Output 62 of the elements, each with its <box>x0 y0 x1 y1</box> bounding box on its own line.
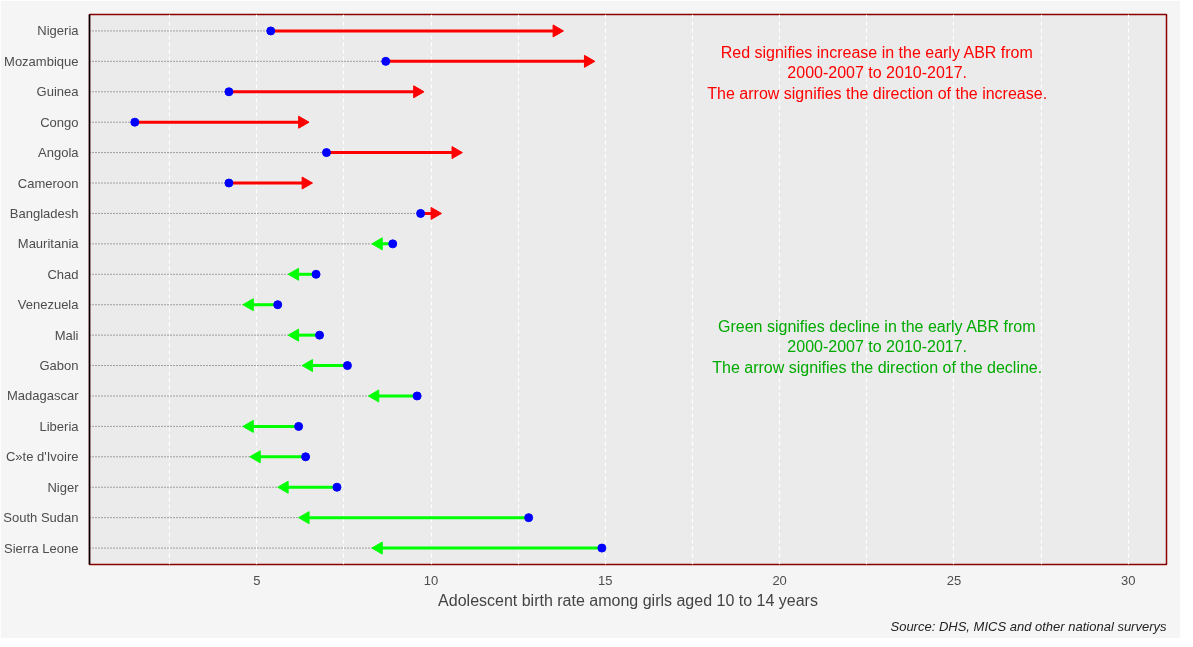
y-tick-label: Bangladesh <box>9 205 79 221</box>
point <box>242 298 254 312</box>
point <box>583 54 596 68</box>
x-tick-label: 20 <box>772 572 787 588</box>
point <box>412 391 422 401</box>
x-tick-label: 15 <box>598 572 613 588</box>
point <box>413 85 425 99</box>
point <box>371 541 383 555</box>
point <box>371 237 383 251</box>
x-axis-title: Adolescent birth rate among girls aged 10 to 14 years <box>438 591 818 609</box>
point <box>451 146 463 160</box>
y-tick-label: Liberia <box>39 418 80 434</box>
point <box>249 450 261 464</box>
y-tick-label: Madagascar <box>6 388 80 404</box>
y-tick-label: Mauritania <box>17 236 80 252</box>
point <box>224 87 234 97</box>
y-tick-label: Mali <box>54 327 79 343</box>
point <box>322 148 332 158</box>
y-tick-label: C»te d'Ivoire <box>5 449 79 465</box>
x-tick-label: 25 <box>946 572 962 588</box>
point <box>342 361 352 371</box>
point <box>294 421 304 431</box>
y-tick-label: Mozambique <box>4 53 79 69</box>
y-tick-label: Guinea <box>36 84 80 100</box>
annotation: Green signifies decline in the early ABR from 2000-2007 to 2010-2017. The arrow signifies the direction of the decline. <box>712 317 1043 376</box>
y-tick-label: Sierra Leone <box>4 540 79 556</box>
source-note: Source: DHS, MICS and other national surverys <box>890 618 1167 634</box>
point <box>367 389 380 403</box>
point <box>315 330 325 340</box>
point <box>301 359 314 373</box>
point <box>388 239 398 249</box>
point <box>301 452 311 462</box>
x-tick-label: 10 <box>423 572 439 588</box>
point <box>524 513 534 523</box>
point <box>287 267 300 281</box>
point <box>298 511 310 525</box>
x-tick-label: 5 <box>253 572 261 588</box>
point <box>277 480 289 494</box>
y-tick-label: Gabon <box>39 358 79 374</box>
point <box>130 117 140 127</box>
y-tick-label: Chad <box>47 266 79 282</box>
point <box>273 300 283 310</box>
x-tick-label: 30 <box>1120 572 1136 588</box>
y-tick-label: Angola <box>38 145 80 161</box>
point <box>552 24 564 38</box>
y-tick-label: Nigeria <box>37 23 80 39</box>
point <box>224 178 234 188</box>
y-tick-label: South Sudan <box>3 510 79 526</box>
point <box>381 56 391 66</box>
point <box>332 482 342 492</box>
y-tick-label: Niger <box>47 479 80 495</box>
point <box>597 543 607 553</box>
point <box>242 419 254 433</box>
point <box>266 26 276 36</box>
annotation: Red signifies increase in the early ABR from 2000-2007 to 2010-2017. The arrow signifies the direction of the increase. <box>707 43 1048 102</box>
y-tick-label: Cameroon <box>17 175 79 191</box>
point <box>311 269 321 279</box>
point <box>430 206 442 220</box>
point <box>416 208 426 218</box>
y-tick-label: Congo <box>40 114 79 130</box>
y-tick-label: Venezuela <box>17 297 80 313</box>
point <box>287 328 300 342</box>
